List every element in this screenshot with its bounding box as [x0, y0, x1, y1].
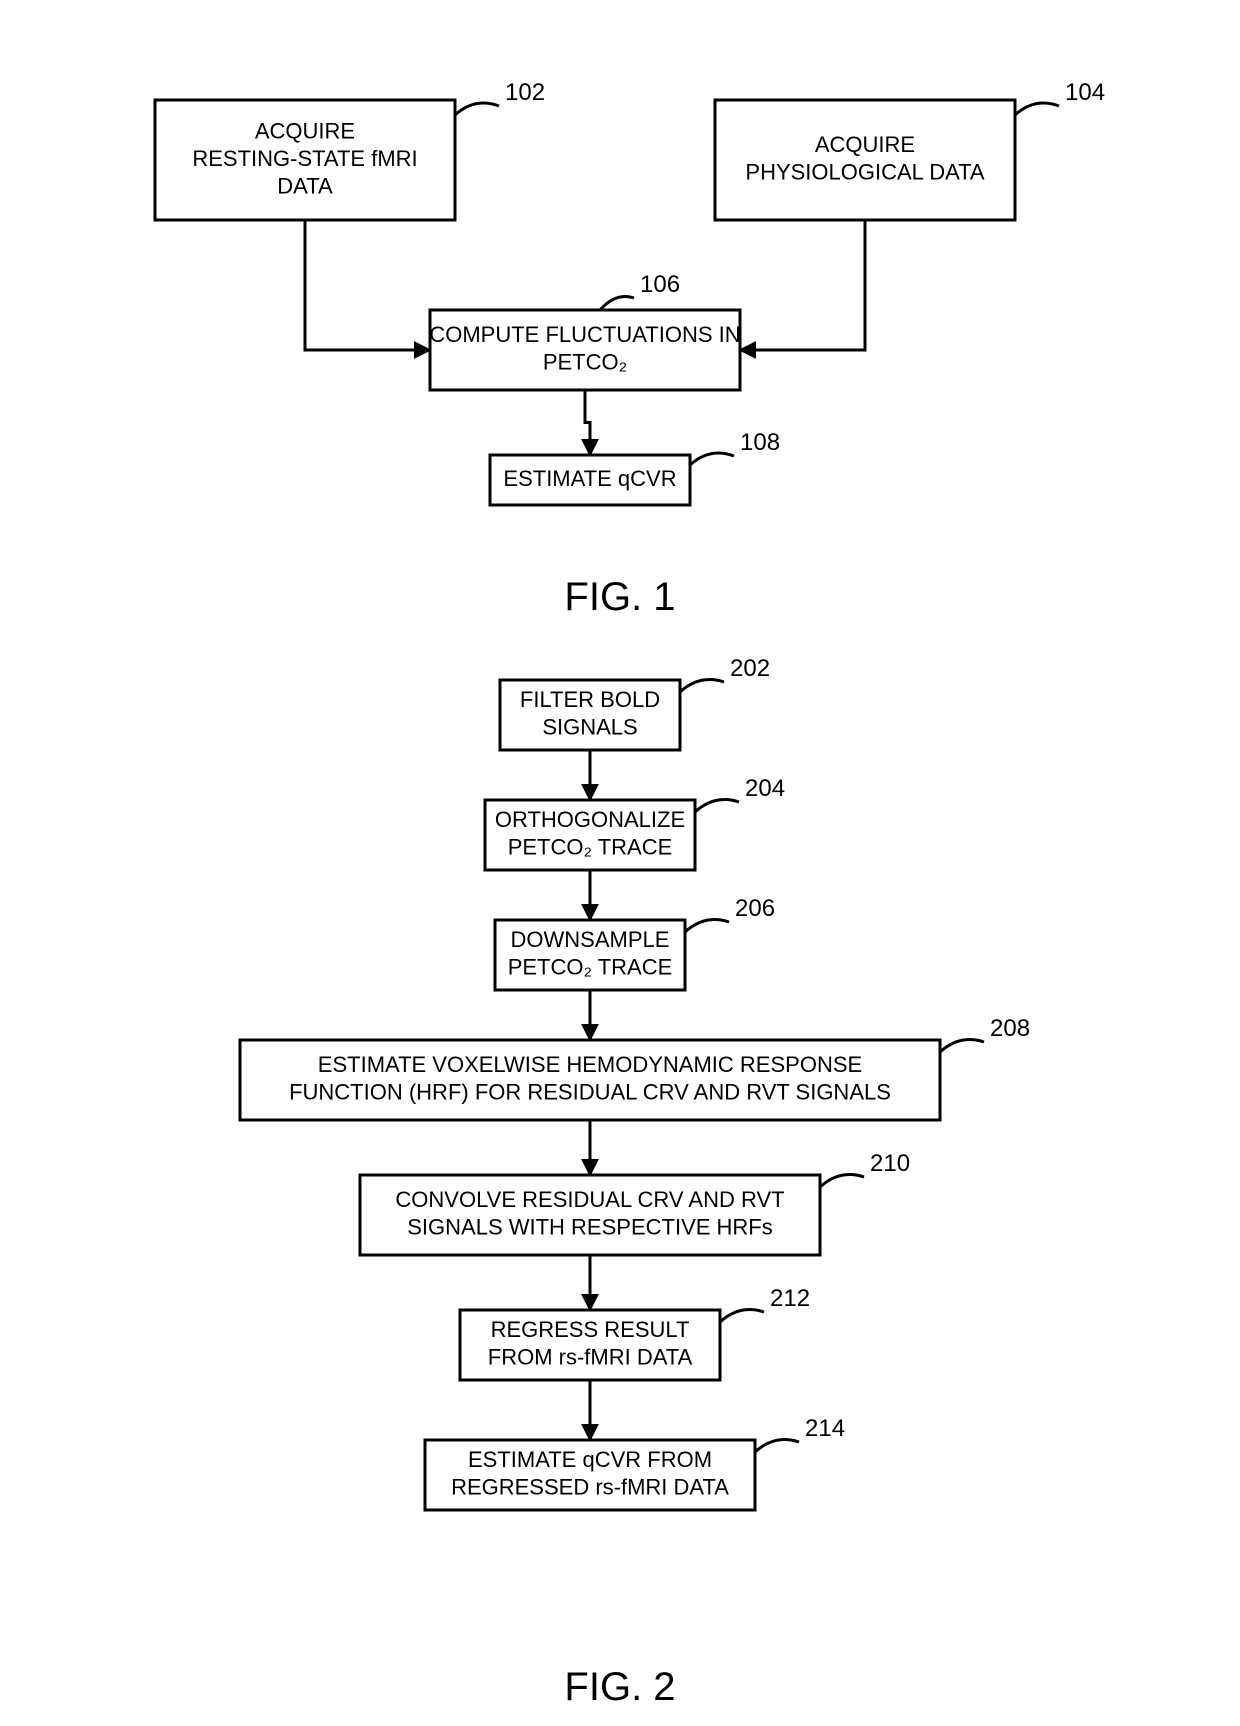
flow-node-text: ORTHOGONALIZE	[495, 807, 685, 832]
flow-node-b210: CONVOLVE RESIDUAL CRV AND RVT SIGNALS WIT…	[360, 1175, 820, 1255]
flow-node-text: FILTER BOLD	[520, 687, 660, 712]
flow-node-b102: ACQUIRE RESTING-STATE fMRIDATA	[155, 100, 455, 220]
flow-node-b214: ESTIMATE qCVR FROM REGRESSED rs-fMRI DATA	[425, 1440, 755, 1510]
flow-node-text: ESTIMATE qCVR FROM	[468, 1447, 712, 1472]
flow-node-text: PETCO₂ TRACE	[508, 835, 673, 860]
flow-node-b208: ESTIMATE VOXELWISE HEMODYNAMIC RESPONSE F…	[240, 1040, 940, 1120]
flow-node-b106: COMPUTE FLUCTUATIONS IN PETCO₂	[429, 310, 740, 390]
ref-leader	[690, 453, 734, 465]
flow-node-text: FUNCTION (HRF) FOR RESIDUAL CRV AND RVT …	[289, 1080, 891, 1105]
ref-label: 206	[735, 895, 775, 922]
flow-node-text: ACQUIRE	[255, 118, 355, 143]
flow-node-text: ACQUIRE	[815, 132, 915, 157]
flow-node-text: PHYSIOLOGICAL DATA	[745, 160, 985, 185]
flowchart-canvas: ACQUIRE RESTING-STATE fMRIDATA ACQUIRE PHYS…	[0, 0, 1240, 1726]
ref-label: 104	[1065, 79, 1105, 106]
flow-node-text: FROM rs-fMRI DATA	[488, 1345, 693, 1370]
flow-node-text: ESTIMATE qCVR	[503, 466, 676, 491]
ref-label: 210	[870, 1150, 910, 1177]
ref-leader	[680, 680, 724, 692]
flow-node-text: PETCO₂ TRACE	[508, 955, 673, 980]
ref-leader	[720, 1310, 764, 1322]
ref-label: 212	[770, 1285, 810, 1312]
figure-caption: FIG. 1	[564, 575, 675, 619]
ref-leader	[755, 1440, 799, 1452]
ref-leader	[600, 297, 634, 311]
flow-node-text: COMPUTE FLUCTUATIONS IN	[429, 322, 740, 347]
flow-node-text: SIGNALS	[542, 715, 637, 740]
ref-label: 102	[505, 79, 545, 106]
ref-label: 204	[745, 775, 785, 802]
ref-label: 108	[740, 429, 780, 456]
flow-node-b108: ESTIMATE qCVR	[490, 455, 690, 505]
flow-node-b202: FILTER BOLD SIGNALS	[500, 680, 680, 750]
flow-node-b204: ORTHOGONALIZE PETCO₂ TRACE	[485, 800, 695, 870]
flow-node-text: SIGNALS WITH RESPECTIVE HRFs	[407, 1215, 773, 1240]
flow-node-text: PETCO₂	[543, 350, 627, 375]
figure-caption: FIG. 2	[564, 1665, 675, 1709]
flow-node-text: RESTING-STATE fMRI	[192, 146, 417, 171]
flow-node-text: DOWNSAMPLE	[511, 927, 670, 952]
ref-label: 202	[730, 655, 770, 682]
flow-node-b104: ACQUIRE PHYSIOLOGICAL DATA	[715, 100, 1015, 220]
flow-node-text: REGRESS RESULT	[491, 1317, 690, 1342]
flow-edge	[305, 220, 430, 350]
flow-edge	[740, 220, 865, 350]
flow-node-text: ESTIMATE VOXELWISE HEMODYNAMIC RESPONSE	[318, 1052, 862, 1077]
flow-edge	[585, 390, 590, 455]
ref-leader	[695, 800, 739, 812]
ref-label: 214	[805, 1415, 845, 1442]
ref-leader	[820, 1175, 864, 1187]
ref-leader	[940, 1040, 984, 1052]
flow-node-text: REGRESSED rs-fMRI DATA	[451, 1475, 729, 1500]
flow-node-text: DATA	[277, 173, 333, 198]
ref-label: 106	[640, 271, 680, 298]
flow-node-b206: DOWNSAMPLE PETCO₂ TRACE	[495, 920, 685, 990]
flow-node-text: CONVOLVE RESIDUAL CRV AND RVT	[395, 1187, 784, 1212]
ref-leader	[1015, 103, 1059, 115]
flow-node-b212: REGRESS RESULT FROM rs-fMRI DATA	[460, 1310, 720, 1380]
ref-label: 208	[990, 1015, 1030, 1042]
ref-leader	[455, 103, 499, 115]
ref-leader	[685, 920, 729, 932]
